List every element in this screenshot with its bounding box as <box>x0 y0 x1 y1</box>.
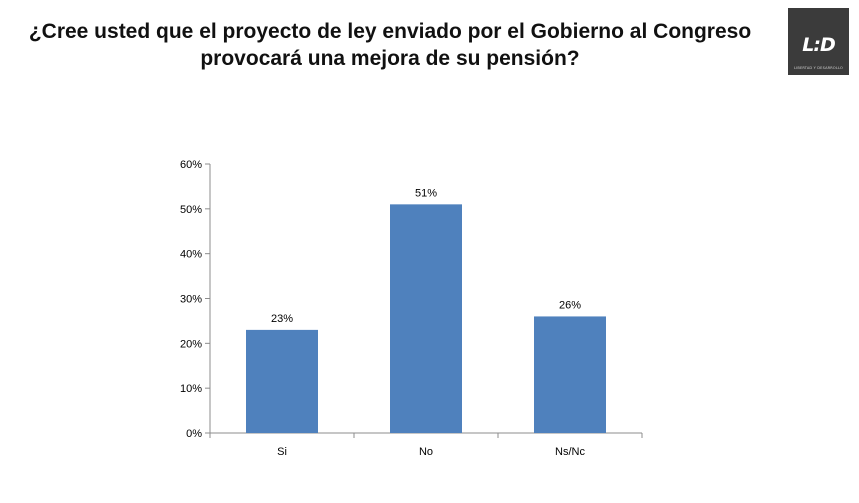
bar-si <box>246 329 318 433</box>
x-tick-label: No <box>419 446 433 458</box>
bar-ns-nc <box>534 316 606 433</box>
y-tick-label: 60% <box>180 159 202 171</box>
logo-mark: L:D <box>802 34 835 56</box>
bar-no <box>390 204 462 433</box>
data-label: 23% <box>271 313 293 325</box>
chart-bars <box>246 204 606 433</box>
y-tick-label: 50% <box>180 204 202 216</box>
x-tick-label: Ns/Nc <box>555 446 585 458</box>
y-tick-label: 20% <box>180 338 202 350</box>
data-label: 26% <box>559 299 581 311</box>
logo-subtitle: LIBERTAD Y DESARROLLO <box>793 66 844 70</box>
title-line-2: provocará una mejora de su pensión? <box>200 47 580 70</box>
title-line-1: ¿Cree usted que el proyecto de ley envia… <box>28 20 752 43</box>
y-tick-label: 10% <box>180 383 202 395</box>
chart-labels: 0% 10% 20% 30% 40% 50% 60% 23% Si 51% No 26% Ns/Nc <box>180 159 585 458</box>
y-tick-label: 0% <box>186 428 202 440</box>
logo: L:D LIBERTAD Y DESARROLLO <box>788 8 849 75</box>
chart-title: ¿Cree usted que el proyecto de ley envia… <box>0 18 780 72</box>
y-tick-label: 40% <box>180 249 202 261</box>
data-label: 51% <box>415 187 437 199</box>
y-tick-label: 30% <box>180 294 202 306</box>
x-tick-label: Si <box>277 446 287 458</box>
